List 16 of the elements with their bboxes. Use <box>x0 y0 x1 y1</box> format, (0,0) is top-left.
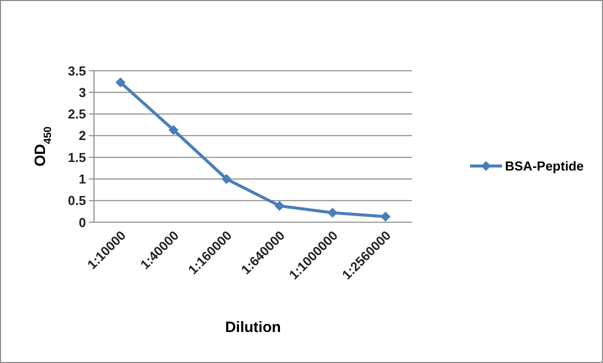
point <box>222 174 232 184</box>
y-tick-label: 3.5 <box>68 63 86 78</box>
y-tick-label: 2 <box>78 128 86 144</box>
y-tick-label: 2.5 <box>68 106 86 122</box>
y-tick-label: 0.5 <box>68 193 86 208</box>
y-tick-label: 1.5 <box>68 150 86 165</box>
legend-label: BSA-Peptide <box>505 158 584 174</box>
y-tick-label: 0 <box>78 214 86 230</box>
x-axis-title: Dilution <box>225 319 281 336</box>
point <box>274 200 284 211</box>
point <box>168 125 178 136</box>
point <box>380 212 390 222</box>
y-tick-label: 1 <box>78 172 86 187</box>
point <box>116 77 126 88</box>
y-tick-label: 3 <box>78 84 86 100</box>
point <box>328 208 338 218</box>
